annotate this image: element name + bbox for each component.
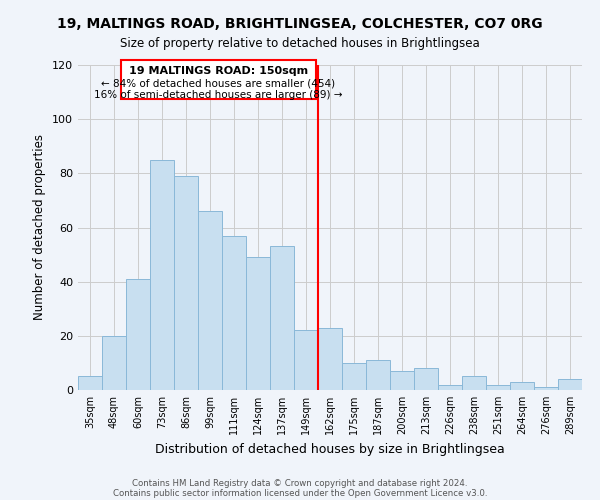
Bar — [462, 376, 486, 390]
Bar — [174, 176, 198, 390]
Bar — [121, 60, 316, 99]
Bar — [318, 328, 342, 390]
Bar — [366, 360, 390, 390]
Bar — [102, 336, 126, 390]
Bar — [438, 384, 462, 390]
Bar — [414, 368, 438, 390]
Text: Contains HM Land Registry data © Crown copyright and database right 2024.: Contains HM Land Registry data © Crown c… — [132, 478, 468, 488]
Text: Contains public sector information licensed under the Open Government Licence v3: Contains public sector information licen… — [113, 488, 487, 498]
Y-axis label: Number of detached properties: Number of detached properties — [34, 134, 46, 320]
Bar — [150, 160, 174, 390]
Text: 19 MALTINGS ROAD: 150sqm: 19 MALTINGS ROAD: 150sqm — [129, 66, 308, 76]
Bar — [294, 330, 318, 390]
Text: 16% of semi-detached houses are larger (89) →: 16% of semi-detached houses are larger (… — [94, 90, 343, 100]
Bar — [342, 363, 366, 390]
Bar — [390, 371, 414, 390]
Bar — [246, 258, 270, 390]
Bar — [486, 384, 510, 390]
Text: 19, MALTINGS ROAD, BRIGHTLINGSEA, COLCHESTER, CO7 0RG: 19, MALTINGS ROAD, BRIGHTLINGSEA, COLCHE… — [57, 18, 543, 32]
Bar — [78, 376, 102, 390]
Bar — [198, 211, 222, 390]
Text: Size of property relative to detached houses in Brightlingsea: Size of property relative to detached ho… — [120, 38, 480, 51]
Bar — [534, 388, 558, 390]
Bar — [270, 246, 294, 390]
Bar — [126, 279, 150, 390]
Bar — [510, 382, 534, 390]
Bar — [222, 236, 246, 390]
X-axis label: Distribution of detached houses by size in Brightlingsea: Distribution of detached houses by size … — [155, 442, 505, 456]
Text: ← 84% of detached houses are smaller (454): ← 84% of detached houses are smaller (45… — [101, 78, 335, 88]
Bar — [558, 379, 582, 390]
